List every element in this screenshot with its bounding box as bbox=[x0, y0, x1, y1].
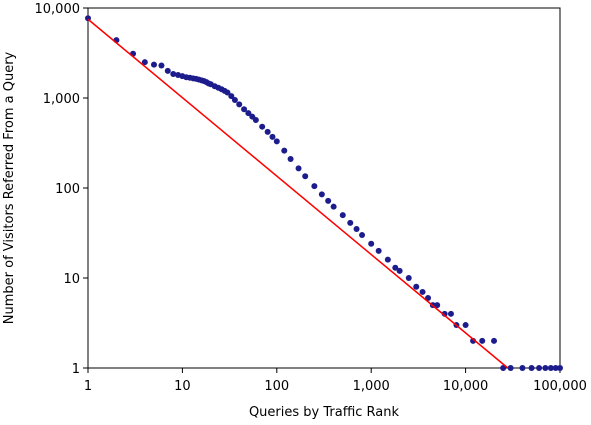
data-point bbox=[519, 365, 526, 371]
data-point bbox=[339, 212, 346, 219]
data-point bbox=[500, 365, 507, 371]
data-point bbox=[507, 365, 514, 371]
data-point bbox=[447, 310, 454, 317]
data-point bbox=[359, 232, 366, 239]
x-tick-label: 1,000 bbox=[353, 379, 390, 394]
data-point bbox=[281, 147, 288, 154]
x-tick-label: 1 bbox=[84, 379, 92, 394]
x-tick-label: 10,000 bbox=[443, 379, 489, 394]
data-point bbox=[287, 156, 294, 163]
y-tick-label: 10,000 bbox=[35, 2, 81, 17]
data-point bbox=[479, 337, 486, 344]
x-tick-label: 10 bbox=[174, 379, 191, 394]
data-point bbox=[425, 294, 432, 301]
y-axis-ticks: 1 10 100 1,000 10,000 bbox=[35, 2, 88, 377]
x-axis-ticks: 1 10 100 1,000 10,000 100,000 bbox=[84, 368, 587, 394]
data-point bbox=[264, 128, 271, 135]
data-point bbox=[311, 183, 318, 190]
data-point bbox=[353, 226, 360, 233]
data-point bbox=[318, 191, 325, 198]
x-axis-title: Queries by Traffic Rank bbox=[249, 405, 400, 420]
data-point bbox=[528, 365, 535, 371]
data-point bbox=[491, 337, 498, 344]
data-point bbox=[228, 93, 235, 100]
data-point bbox=[405, 275, 412, 281]
data-point bbox=[273, 138, 280, 145]
data-point bbox=[170, 70, 177, 77]
data-point bbox=[325, 197, 332, 204]
data-point bbox=[141, 59, 148, 66]
data-point bbox=[236, 101, 243, 108]
data-point bbox=[269, 133, 276, 140]
data-point bbox=[231, 97, 238, 104]
data-point bbox=[542, 365, 549, 371]
data-point bbox=[347, 219, 354, 226]
plot-frame bbox=[87, 7, 561, 369]
x-tick-label: 100 bbox=[264, 379, 289, 394]
data-point bbox=[441, 310, 448, 317]
y-tick-label: 1 bbox=[72, 362, 80, 377]
data-point bbox=[536, 365, 543, 371]
data-point bbox=[547, 365, 554, 371]
data-point bbox=[375, 247, 382, 254]
data-point bbox=[396, 267, 403, 274]
y-tick-label: 10 bbox=[63, 272, 80, 287]
data-point bbox=[413, 283, 420, 290]
data-point bbox=[470, 337, 477, 344]
data-point bbox=[295, 165, 302, 172]
data-point bbox=[368, 240, 375, 247]
data-point bbox=[302, 173, 309, 180]
data-point bbox=[164, 67, 171, 74]
data-point bbox=[330, 203, 337, 210]
data-point bbox=[392, 264, 399, 271]
data-point bbox=[419, 288, 426, 295]
data-point bbox=[557, 365, 563, 371]
data-point bbox=[241, 106, 248, 113]
data-point bbox=[245, 110, 252, 117]
data-point bbox=[259, 123, 266, 130]
x-tick-label: 100,000 bbox=[533, 379, 587, 394]
y-axis-title: Number of Visitors Referred From a Query bbox=[2, 51, 17, 324]
y-tick-label: 1,000 bbox=[43, 92, 80, 107]
y-tick-label: 100 bbox=[55, 182, 80, 197]
data-point bbox=[462, 322, 469, 329]
data-point bbox=[552, 365, 559, 371]
data-point bbox=[384, 256, 391, 263]
data-point bbox=[252, 116, 259, 123]
data-point bbox=[158, 62, 165, 69]
trend-line bbox=[87, 18, 509, 369]
data-point bbox=[150, 61, 157, 68]
data-point bbox=[434, 302, 441, 309]
data-point bbox=[224, 89, 231, 96]
